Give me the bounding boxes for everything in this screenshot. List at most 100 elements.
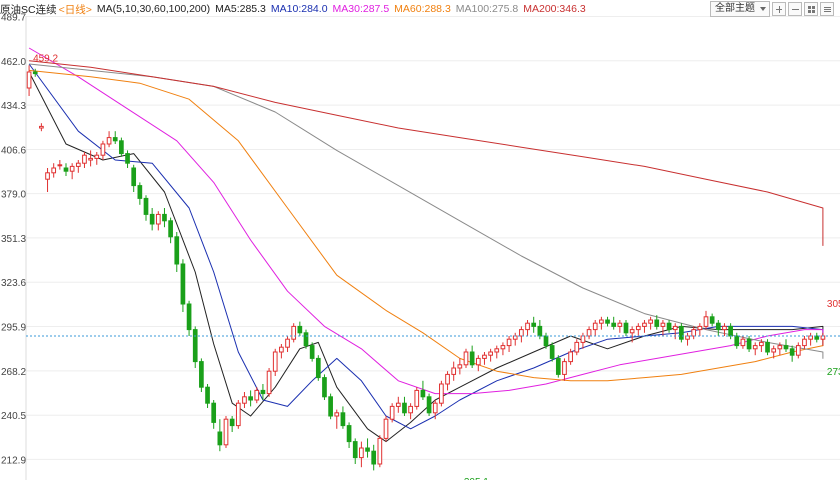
candle [371, 444, 377, 471]
candle-body [303, 332, 309, 347]
candle [525, 320, 530, 336]
candle [389, 403, 395, 423]
candle [451, 361, 457, 381]
candle [531, 316, 537, 333]
candle [512, 332, 518, 346]
candle [697, 323, 703, 336]
candle [494, 345, 500, 359]
candle-body [660, 322, 666, 327]
candle-body [549, 345, 555, 359]
candle [777, 342, 783, 356]
layout-icon [808, 6, 811, 9]
candle [285, 336, 290, 352]
candle-body [728, 325, 733, 337]
candle [26, 65, 32, 96]
candle-body [168, 220, 173, 238]
y-tick-label: 379.0 [1, 190, 26, 201]
candle [334, 409, 340, 429]
candle-body [759, 341, 764, 347]
candle-body [765, 341, 770, 353]
candle-body [469, 351, 475, 366]
candle-body [722, 325, 727, 331]
candle [303, 329, 309, 349]
y-tick-label: 351.3 [1, 234, 26, 245]
candle-body [371, 450, 377, 465]
legend-ma10: MA10:284.0 [270, 3, 328, 15]
candle-body [586, 329, 592, 337]
candle [623, 320, 629, 336]
candle-body [365, 447, 370, 452]
candle-body [112, 137, 118, 142]
candle-body [457, 364, 463, 369]
ma-line-ma30 [28, 47, 824, 395]
candle-body [426, 396, 432, 414]
candle [734, 332, 740, 349]
candle [365, 438, 370, 458]
candle-body [648, 319, 653, 324]
candle-body [180, 263, 186, 305]
candle [315, 355, 321, 381]
candle-body [580, 335, 586, 343]
candle [229, 416, 235, 432]
candle-body [346, 425, 352, 443]
candle [746, 336, 752, 352]
theme-select[interactable]: 全部主题 [710, 1, 770, 17]
candle-body [463, 351, 469, 366]
candle-body [51, 167, 57, 174]
candle [648, 316, 653, 330]
candle [57, 160, 63, 170]
candle [51, 163, 57, 178]
candle-body [57, 164, 63, 167]
candle [439, 380, 444, 407]
candle [174, 232, 180, 272]
candle-body [617, 322, 623, 327]
y-tick-label: 406.6 [1, 145, 26, 156]
candle-body [519, 329, 524, 337]
candle [568, 348, 573, 365]
candle [635, 323, 641, 336]
candle [519, 326, 524, 343]
candle-body [395, 402, 401, 407]
y-tick-label: 323.6 [1, 278, 26, 289]
candle [722, 323, 727, 336]
candle-body [789, 348, 795, 356]
candle [715, 320, 721, 336]
ma-line-ma10 [28, 63, 824, 430]
candle-body [229, 418, 235, 427]
candle [611, 316, 617, 330]
candle [168, 217, 173, 244]
candle [482, 352, 487, 365]
candles [26, 65, 826, 471]
candle [463, 348, 469, 368]
legend-period[interactable]: <日线> [58, 3, 92, 16]
legend-ma-label: MA(5,10,30,60,100,200) [96, 3, 211, 15]
candle-body [746, 338, 752, 350]
layout-button[interactable] [804, 2, 818, 16]
candle-body [402, 402, 407, 414]
settings-icon [824, 7, 831, 8]
candle-body [494, 348, 500, 353]
settings-button[interactable] [820, 2, 834, 16]
candle [629, 326, 635, 343]
y-tick-label: 489.7 [1, 12, 26, 23]
candle-body [291, 325, 297, 340]
candle [679, 323, 684, 343]
candle [88, 150, 93, 167]
candle-body [334, 412, 340, 417]
candle-body [543, 335, 549, 347]
candle [457, 358, 463, 375]
candle-body [679, 325, 684, 340]
zoom-in-button[interactable] [772, 2, 786, 16]
candle [291, 323, 297, 343]
candle [709, 313, 715, 327]
candle [100, 140, 106, 160]
candle-body [143, 197, 149, 215]
candle [408, 403, 413, 420]
candle-body [328, 396, 333, 417]
zoom-out-button[interactable] [788, 2, 802, 16]
moving-average-lines [28, 47, 824, 443]
candle-body [691, 329, 697, 337]
candle-body [654, 319, 660, 327]
candle [666, 320, 672, 333]
